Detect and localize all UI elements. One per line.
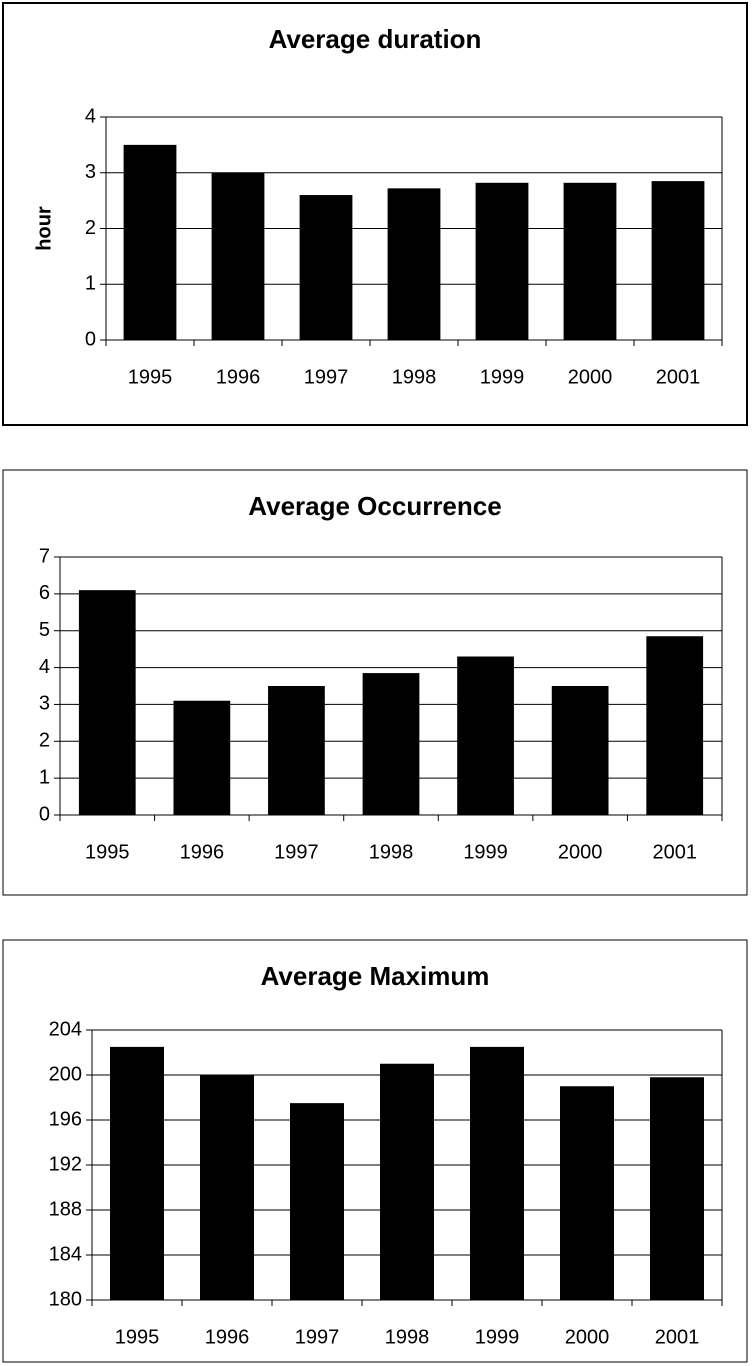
x-tick-label: 1995 — [115, 1326, 160, 1348]
y-tick-label: 196 — [49, 1108, 82, 1130]
bar — [362, 673, 420, 815]
bar — [123, 144, 177, 340]
y-tick-label: 3 — [85, 161, 96, 183]
y-axis-label: hour — [33, 206, 55, 251]
bar — [200, 1075, 254, 1300]
bar — [650, 1077, 704, 1300]
y-tick-label: 5 — [39, 619, 50, 641]
y-tick-label: 2 — [85, 217, 96, 239]
bar — [380, 1063, 434, 1300]
bar — [387, 188, 441, 340]
y-tick-label: 2 — [39, 730, 50, 752]
x-tick-label: 1996 — [216, 366, 261, 388]
x-tick-label: 1998 — [385, 1326, 430, 1348]
chart-frame — [2, 2, 748, 426]
y-tick-label: 0 — [85, 328, 96, 350]
bar — [173, 700, 231, 815]
x-tick-label: 2000 — [558, 841, 603, 863]
x-tick-label: 1997 — [274, 841, 319, 863]
x-tick-label: 1999 — [475, 1326, 520, 1348]
bar — [299, 195, 353, 340]
y-tick-label: 188 — [49, 1198, 82, 1220]
x-tick-label: 1996 — [205, 1326, 250, 1348]
bar — [563, 182, 617, 340]
x-tick-label: 2000 — [565, 1326, 610, 1348]
chart-frame — [2, 939, 748, 1363]
bar — [475, 182, 529, 340]
bar — [268, 686, 325, 815]
bar — [560, 1086, 614, 1300]
y-tick-label: 192 — [49, 1153, 82, 1175]
bar — [646, 636, 704, 815]
chart-title: Average duration — [269, 24, 482, 54]
chart-title: Average Occurrence — [248, 491, 501, 521]
x-tick-label: 1998 — [369, 841, 414, 863]
bar — [211, 172, 265, 340]
y-tick-label: 3 — [39, 693, 50, 715]
y-tick-label: 4 — [39, 656, 50, 678]
chart-frame — [2, 469, 748, 896]
x-tick-label: 2001 — [656, 366, 701, 388]
bar — [651, 181, 705, 340]
chart-title: Average Maximum — [261, 961, 490, 991]
y-tick-label: 184 — [49, 1243, 82, 1265]
bar — [457, 656, 514, 815]
y-tick-label: 7 — [39, 545, 50, 567]
x-tick-label: 2001 — [652, 841, 697, 863]
x-tick-label: 2001 — [655, 1326, 700, 1348]
y-tick-label: 6 — [39, 582, 50, 604]
bar — [78, 590, 136, 815]
x-tick-label: 1997 — [295, 1326, 340, 1348]
y-tick-label: 0 — [39, 803, 50, 825]
y-tick-label: 4 — [85, 105, 96, 127]
y-tick-label: 1 — [85, 273, 96, 295]
x-tick-label: 1999 — [463, 841, 508, 863]
x-tick-label: 1995 — [128, 366, 173, 388]
bar — [110, 1046, 164, 1300]
x-tick-label: 1998 — [392, 366, 437, 388]
x-tick-label: 1996 — [180, 841, 225, 863]
x-tick-label: 1997 — [304, 366, 349, 388]
y-tick-label: 200 — [49, 1063, 82, 1085]
y-tick-label: 204 — [49, 1018, 82, 1040]
x-tick-label: 1995 — [85, 841, 130, 863]
bar — [290, 1103, 344, 1300]
y-tick-label: 1 — [39, 766, 50, 788]
bar — [470, 1046, 524, 1300]
y-tick-label: 180 — [49, 1288, 82, 1310]
x-tick-label: 2000 — [568, 366, 613, 388]
x-tick-label: 1999 — [480, 366, 525, 388]
bar — [551, 686, 609, 815]
